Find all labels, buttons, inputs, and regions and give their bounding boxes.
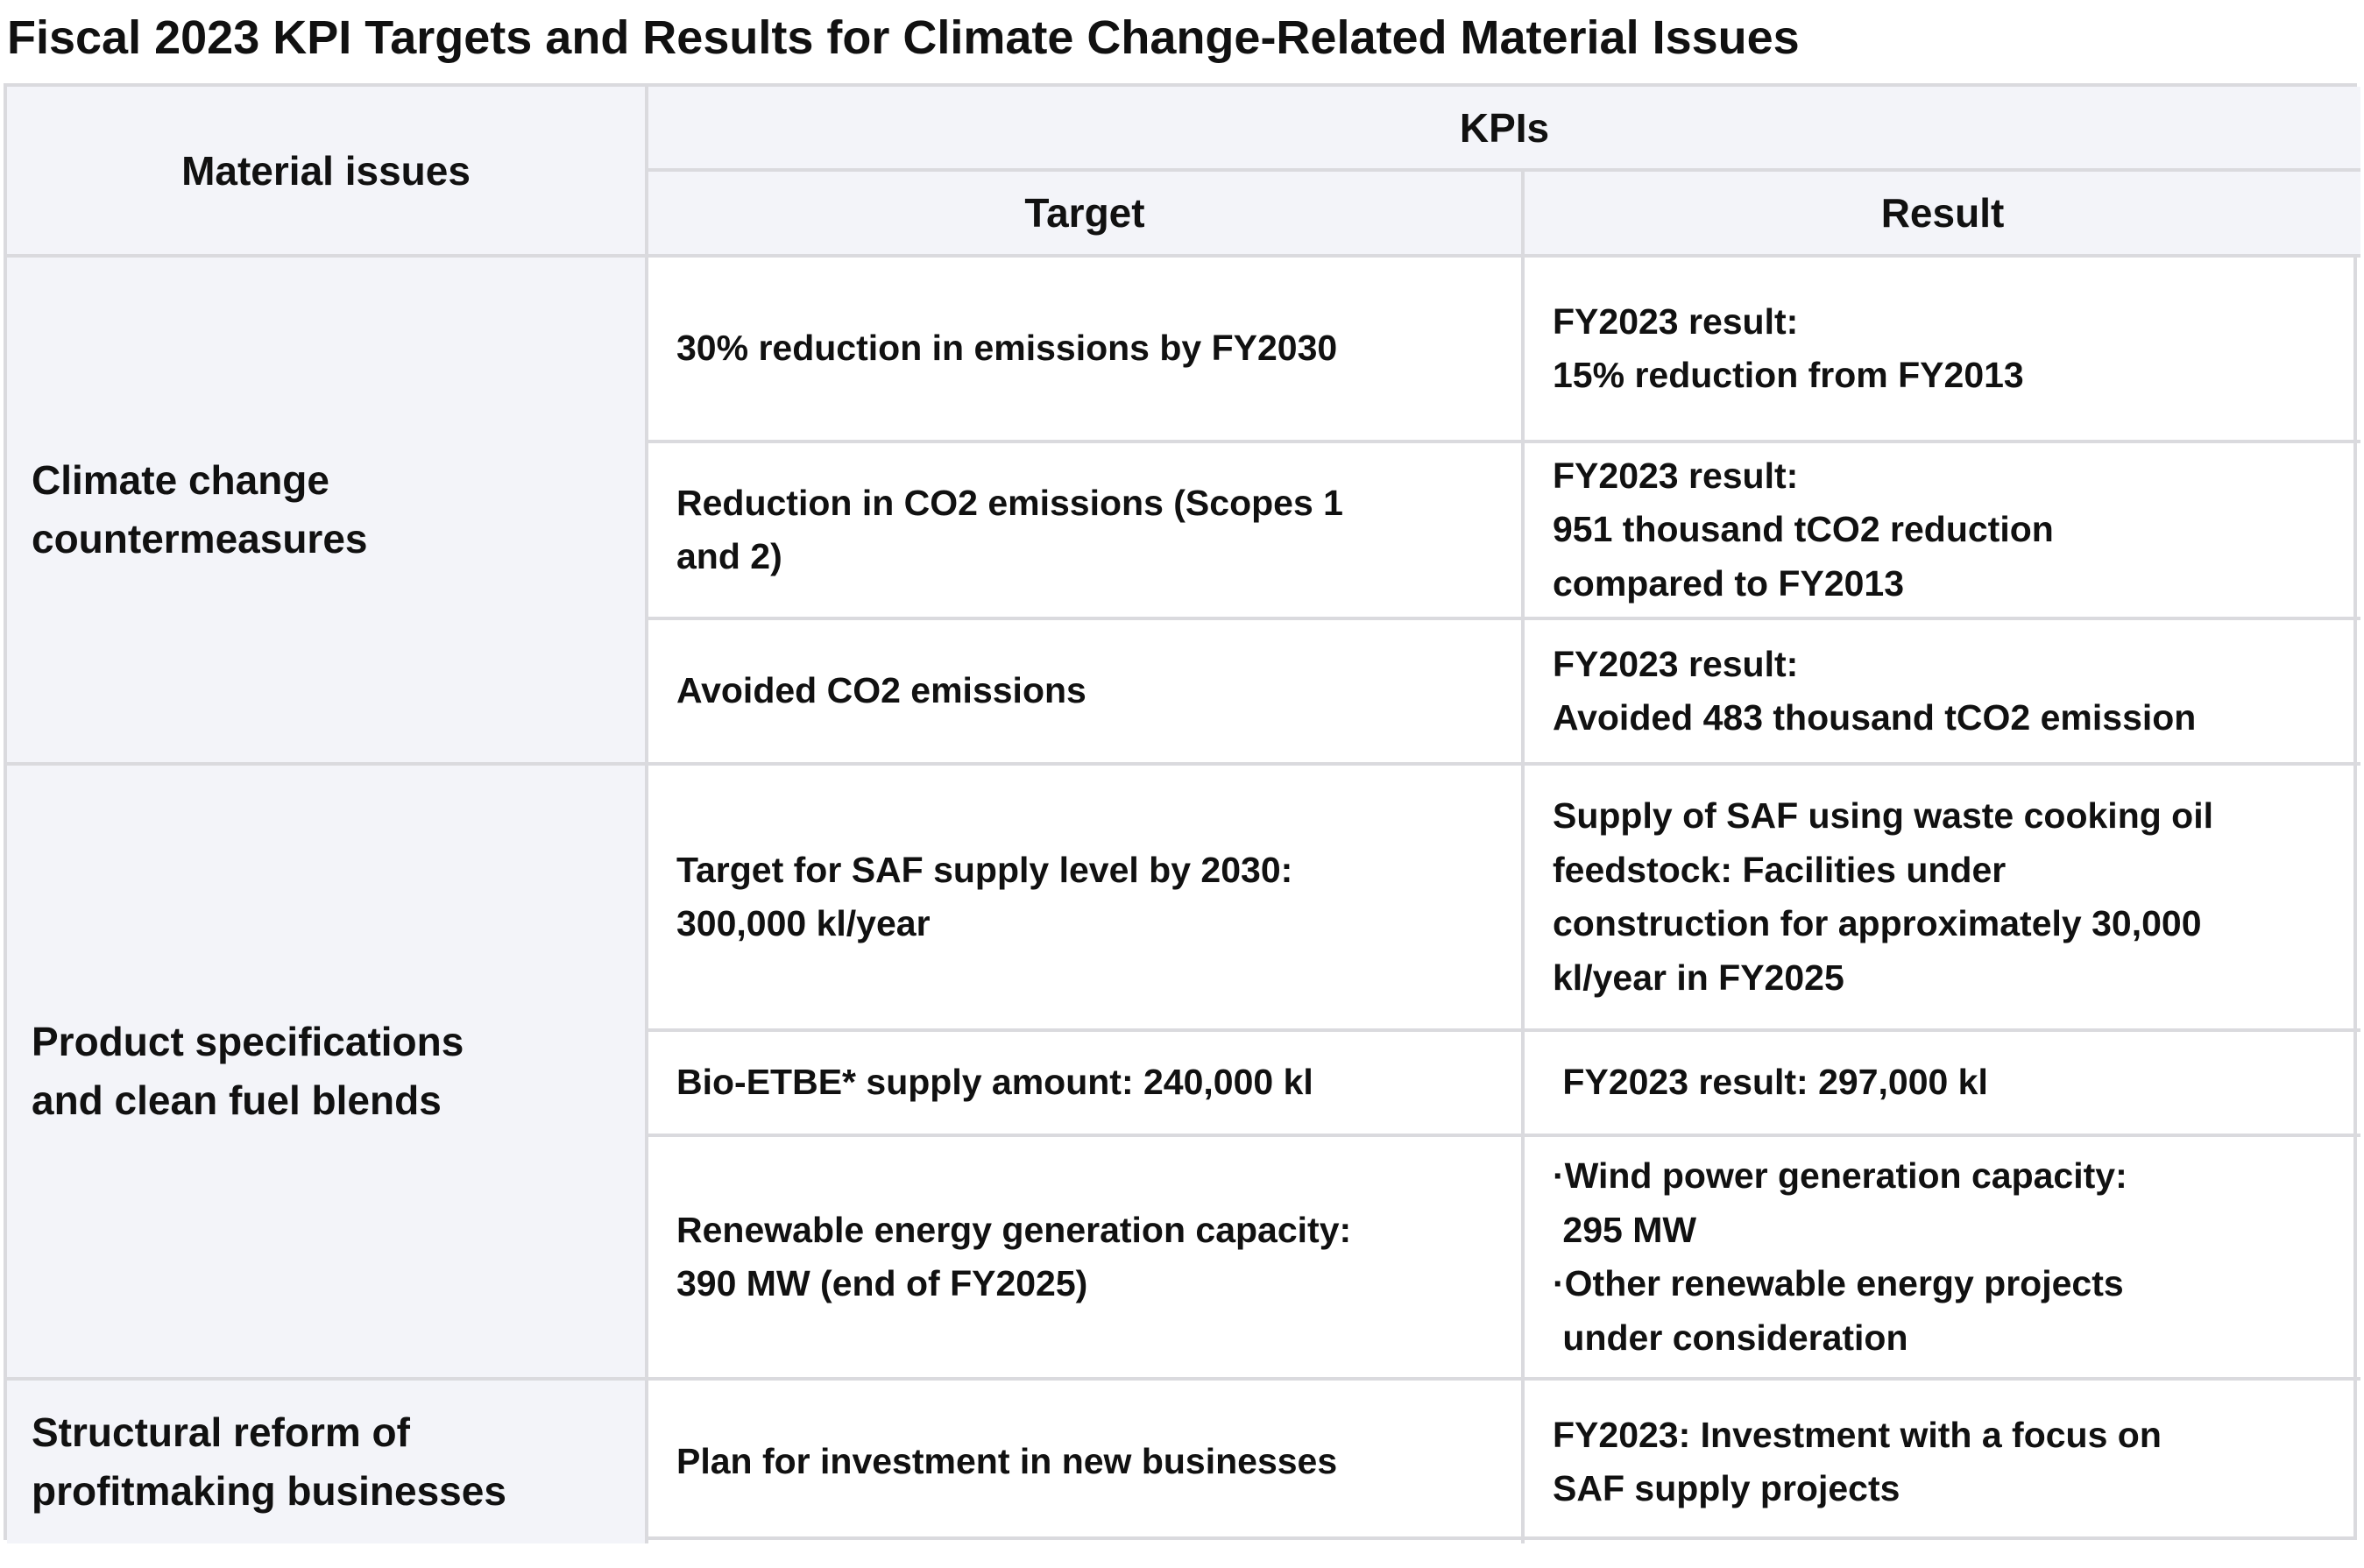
result-text: FY2023 result: 951 thousand tCO2 reducti… [1553,455,2054,604]
result-text: FY2023: Investment with a focus on SAF s… [1553,1414,2162,1509]
target-text: 30% reduction in emissions by FY2030 [676,328,1338,369]
target-text: Target for SAF supply level by 2030: 300… [676,849,1293,944]
header-result-label: Result [1880,190,2005,236]
header-target-label: Target [1024,190,1145,236]
target-text: Reduction in CO2 emissions (Scopes 1 and… [676,482,1343,577]
result-text: Supply of SAF using waste cooking oil fe… [1553,795,2213,998]
target-cell: Target for SAF supply level by 2030: 300… [648,766,1525,1032]
target-cell: 30% reduction in emissions by FY2030 [648,258,1525,443]
target-cell: Avoided CO2 emissions [648,620,1525,766]
result-cell: FY2023 result: 15% reduction from FY2013 [1525,258,2360,443]
header-result: Result [1525,172,2360,258]
result-cell: ·Wind power generation capacity: 295 MW … [1525,1137,2360,1381]
header-target: Target [648,172,1525,258]
result-text: FY2023 result: 15% reduction from FY2013 [1553,300,2024,396]
result-cell: FY2023: Investment with a focus on SAF s… [1525,1381,2360,1543]
issue-cell-climate-change: Climate change countermeasures [7,258,648,766]
header-kpis: KPIs [648,87,2360,172]
result-cell: Supply of SAF using waste cooking oil fe… [1525,766,2360,1032]
issue-cell-structural-reform: Structural reform of profitmaking busine… [7,1381,648,1543]
target-text: Avoided CO2 emissions [676,670,1086,711]
result-text: FY2023 result: 297,000 kl [1553,1062,1988,1103]
kpi-table: Material issues KPIs Target Result Clima… [4,83,2360,1543]
result-cell: FY2023 result: Avoided 483 thousand tCO2… [1525,620,2360,766]
result-text: ·Wind power generation capacity: 295 MW … [1553,1155,2127,1358]
target-cell: Plan for investment in new businesses [648,1381,1525,1543]
target-text: Bio-ETBE* supply amount: 240,000 kl [676,1062,1313,1103]
issue-cell-product-specifications: Product specifications and clean fuel bl… [7,766,648,1381]
header-kpis-label: KPIs [1459,104,1550,151]
target-text: Plan for investment in new businesses [676,1441,1338,1482]
result-cell: FY2023 result: 951 thousand tCO2 reducti… [1525,443,2360,620]
issue-label: Structural reform of profitmaking busine… [32,1409,506,1514]
issue-label: Product specifications and clean fuel bl… [32,1019,464,1123]
target-text: Renewable energy generation capacity: 39… [676,1209,1352,1304]
header-material-issues-label: Material issues [181,147,471,194]
page-title: Fiscal 2023 KPI Targets and Results for … [7,11,1800,64]
target-cell: Bio-ETBE* supply amount: 240,000 kl [648,1032,1525,1137]
header-material-issues: Material issues [7,87,648,258]
target-cell: Reduction in CO2 emissions (Scopes 1 and… [648,443,1525,620]
target-cell: Renewable energy generation capacity: 39… [648,1137,1525,1381]
result-cell: FY2023 result: 297,000 kl [1525,1032,2360,1137]
result-text: FY2023 result: Avoided 483 thousand tCO2… [1553,643,2197,738]
issue-label: Climate change countermeasures [32,457,368,562]
